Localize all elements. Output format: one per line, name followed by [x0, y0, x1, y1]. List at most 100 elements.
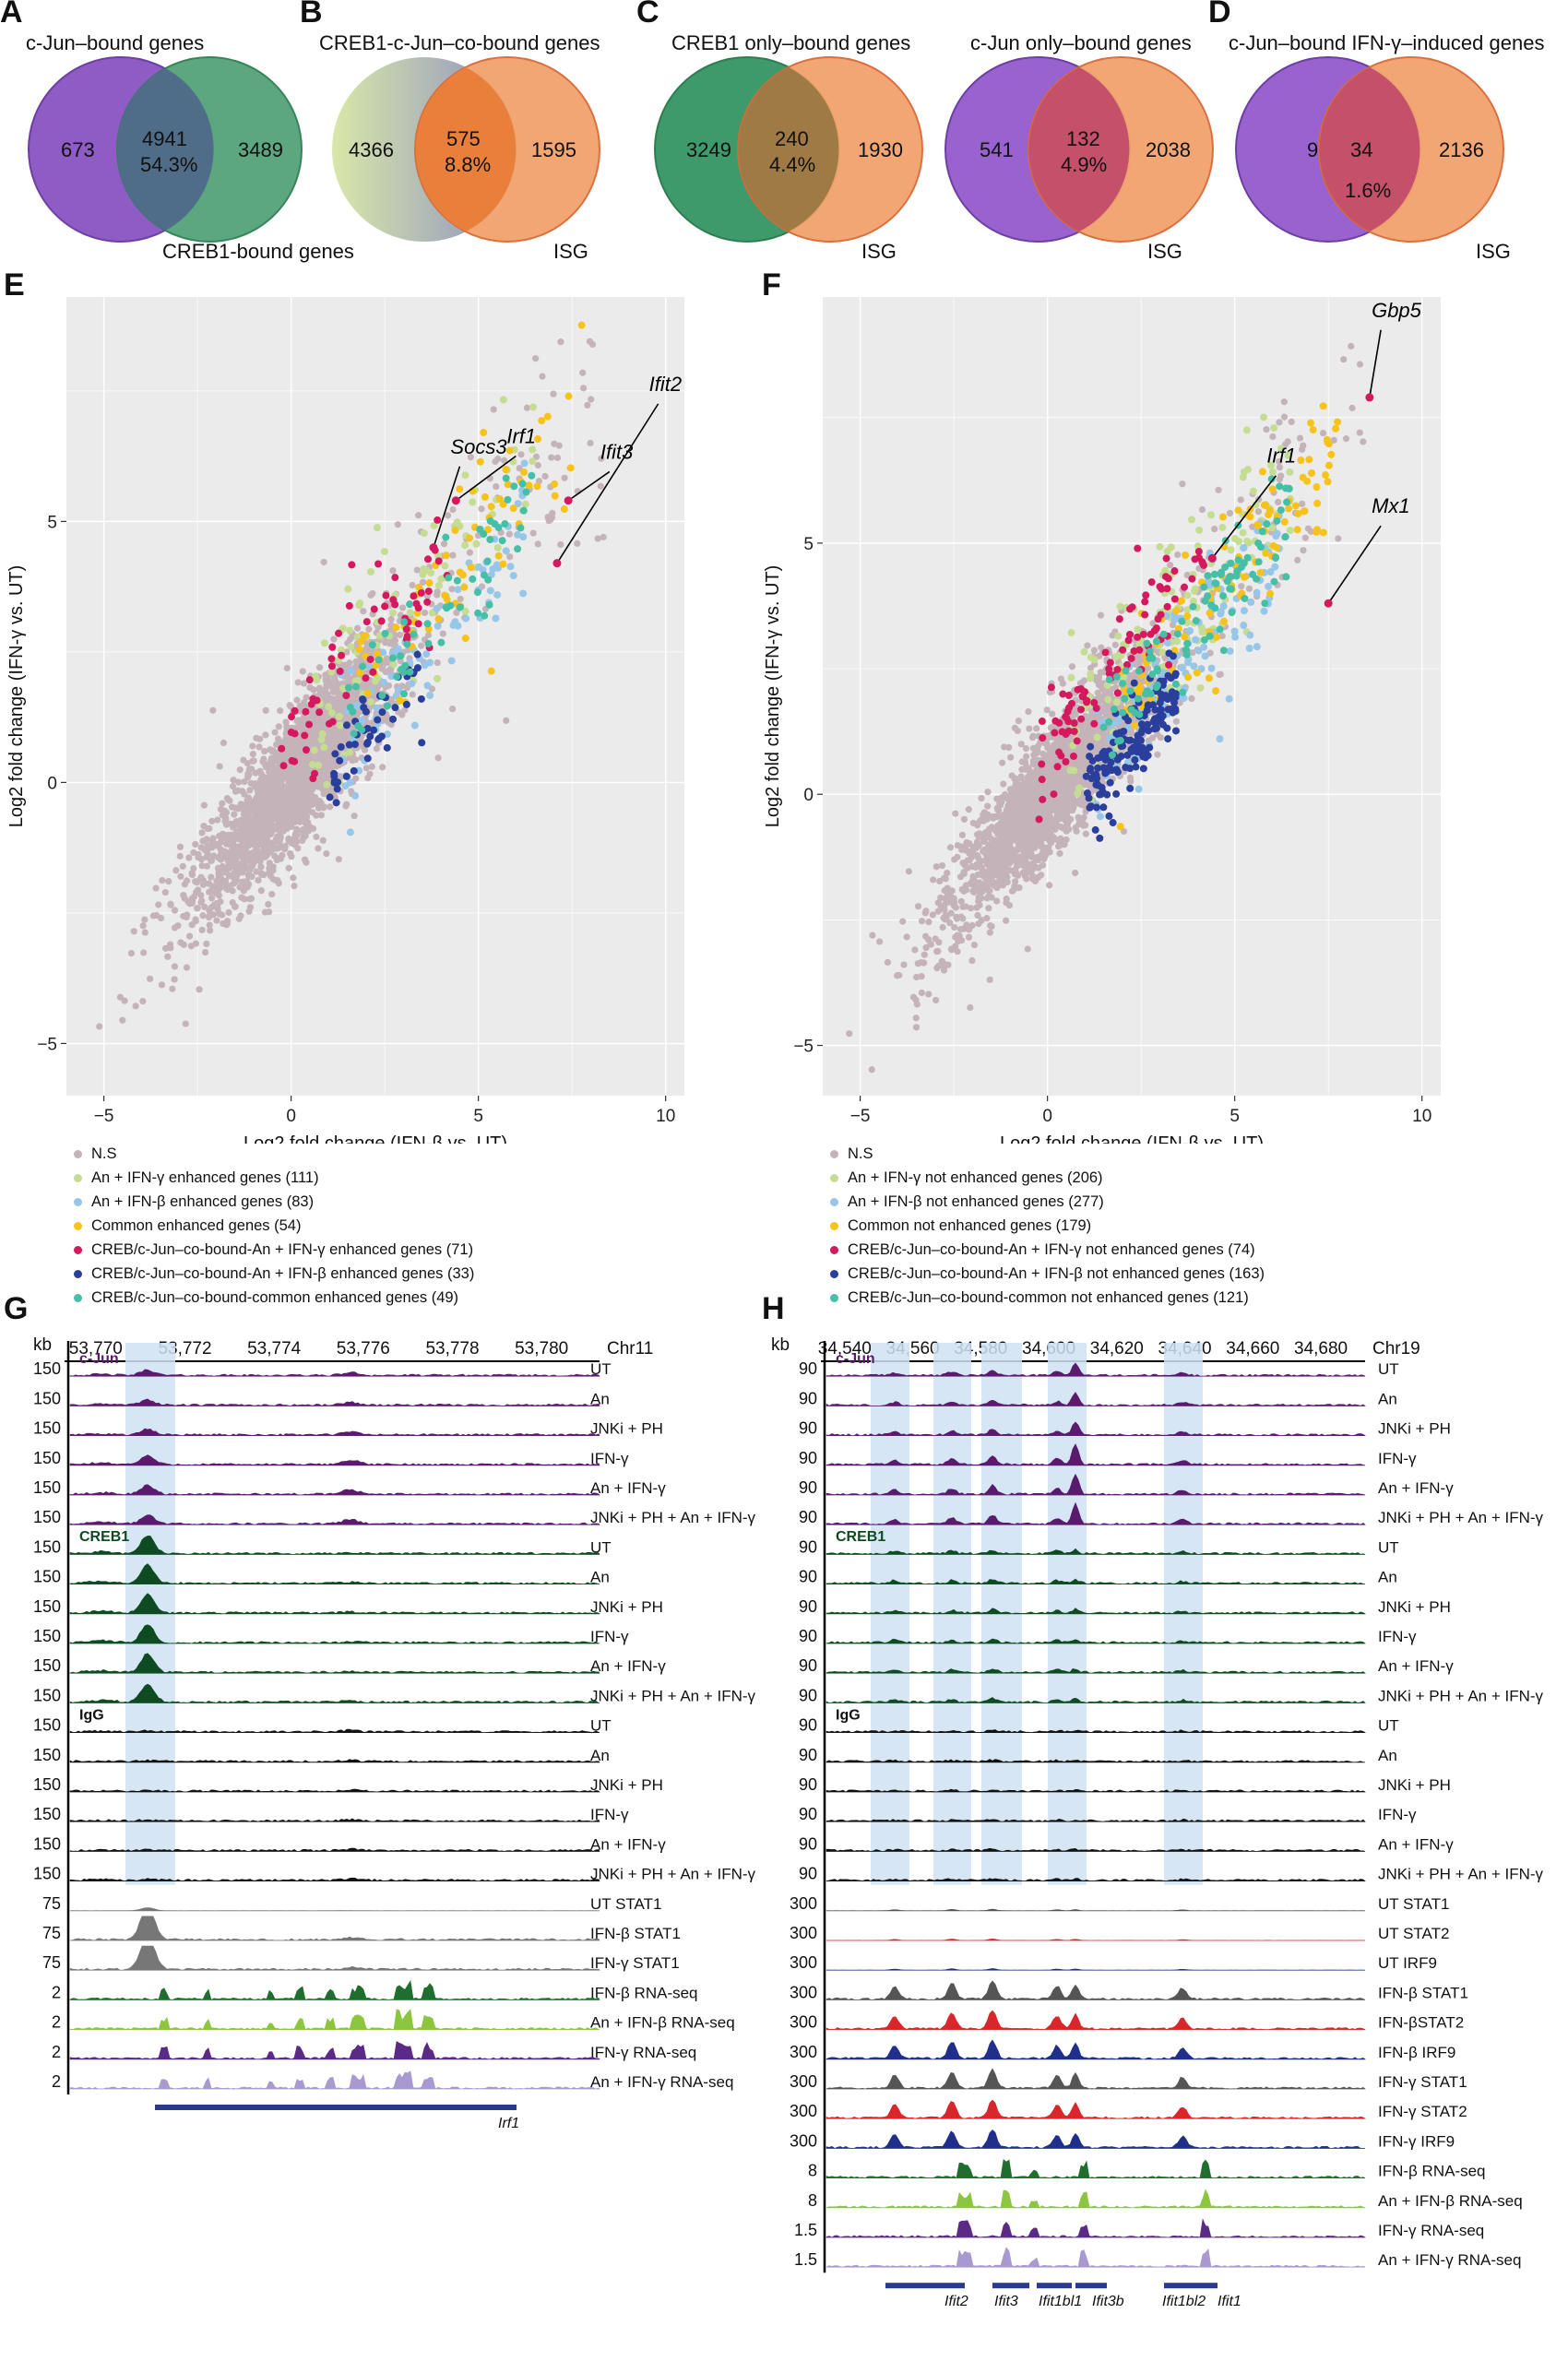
ns-point	[289, 750, 297, 758]
category-point	[408, 680, 416, 688]
ns-point	[299, 806, 306, 813]
category-point	[346, 748, 354, 756]
ns-point	[293, 696, 301, 704]
category-point	[388, 609, 397, 617]
annotated-gene-point	[429, 543, 438, 552]
category-point	[367, 567, 375, 575]
ns-point	[373, 745, 381, 753]
ns-point	[130, 928, 137, 935]
ns-point	[171, 963, 179, 970]
category-point	[389, 715, 398, 723]
ns-point	[1045, 844, 1052, 852]
ns-point	[194, 905, 201, 912]
ns-point	[294, 679, 302, 686]
category-point	[472, 540, 481, 548]
category-point	[305, 720, 314, 729]
category-point	[520, 459, 529, 468]
category-point	[392, 623, 400, 632]
ns-point	[198, 829, 206, 836]
ns-point	[250, 757, 257, 765]
category-point	[335, 629, 343, 637]
ns-point	[1023, 875, 1030, 883]
category-point	[279, 762, 288, 770]
ns-point	[244, 802, 251, 810]
ns-point	[1082, 830, 1089, 837]
ns-point	[290, 874, 297, 882]
ns-point	[255, 743, 263, 751]
category-point	[366, 732, 374, 741]
panel-letter-d: D	[1208, 0, 1231, 30]
ns-point	[993, 897, 1001, 905]
ns-point	[1172, 718, 1181, 725]
category-point	[356, 599, 364, 608]
ns-point	[965, 933, 973, 941]
ns-point	[216, 763, 223, 770]
category-point	[560, 505, 568, 514]
ns-point	[183, 913, 190, 920]
ns-point	[914, 903, 922, 910]
ns-point	[1245, 585, 1253, 592]
category-point	[522, 488, 530, 496]
ns-point	[974, 911, 981, 919]
category-point	[369, 668, 377, 676]
ns-point	[1348, 404, 1356, 411]
ns-point	[988, 922, 995, 931]
ns-point	[534, 461, 542, 469]
ns-point	[1001, 853, 1008, 860]
category-point	[461, 635, 469, 643]
x-tick-label: 0	[286, 1107, 296, 1126]
category-point	[423, 682, 432, 690]
ns-point	[132, 1003, 139, 1010]
ns-point	[203, 862, 210, 870]
annotation-label: Ifit3	[600, 440, 634, 463]
ns-point	[1167, 562, 1174, 569]
ns-point	[172, 867, 180, 874]
ns-point	[180, 941, 187, 948]
ns-point	[352, 658, 360, 665]
category-point	[350, 741, 359, 749]
category-point	[336, 721, 344, 730]
category-point	[437, 638, 445, 647]
ns-point	[1000, 780, 1007, 788]
ns-point	[299, 668, 306, 675]
ns-point	[271, 800, 279, 807]
category-point	[381, 629, 389, 637]
category-point	[309, 694, 317, 703]
ns-point	[286, 745, 293, 753]
ns-point	[401, 706, 409, 714]
category-point	[348, 561, 356, 569]
ns-point	[277, 835, 284, 842]
ns-point	[918, 973, 925, 980]
ns-point	[334, 680, 342, 688]
annotated-gene-point	[564, 496, 573, 505]
ns-point	[299, 826, 306, 834]
venn-a-overlap-count: 4941	[142, 127, 187, 150]
category-point	[451, 527, 459, 535]
ns-point	[921, 951, 928, 958]
ns-point	[983, 915, 991, 922]
ns-point	[387, 695, 395, 703]
ns-point	[270, 771, 278, 778]
category-point	[358, 717, 366, 725]
category-point	[442, 552, 450, 560]
ns-point	[523, 404, 531, 411]
ns-point	[276, 789, 283, 797]
ns-point	[221, 877, 229, 884]
ns-point	[532, 355, 540, 362]
ns-point	[141, 916, 148, 923]
ns-point	[1280, 413, 1289, 421]
ns-point	[391, 631, 398, 639]
category-point	[398, 665, 406, 673]
ns-point	[278, 807, 285, 814]
ns-point	[274, 876, 281, 884]
ns-point	[279, 826, 287, 834]
ns-point	[179, 862, 186, 870]
category-point	[368, 641, 376, 649]
ns-point	[940, 967, 948, 974]
ns-point	[999, 759, 1006, 766]
category-point	[423, 620, 432, 628]
ns-point	[449, 706, 457, 713]
category-point	[418, 739, 426, 747]
ns-point	[960, 815, 968, 823]
venn-c2-title: c-Jun only–bound genes	[970, 31, 1192, 54]
